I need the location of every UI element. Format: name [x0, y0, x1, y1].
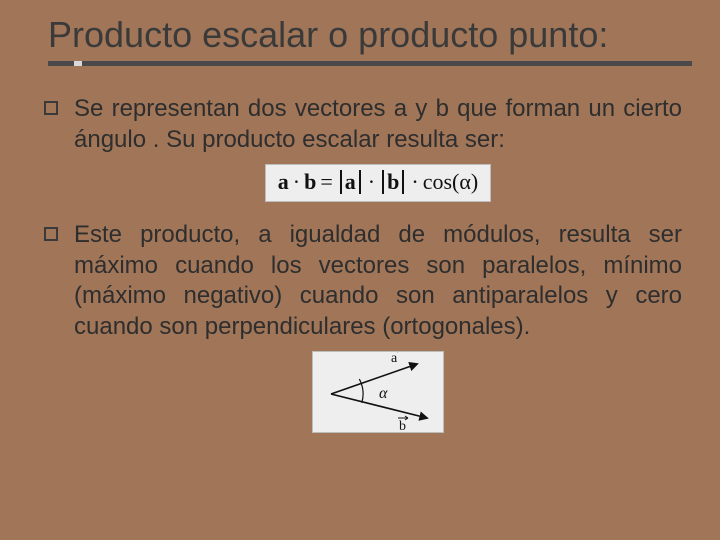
formula-row: a · b = a · b · cos(α)	[74, 164, 682, 202]
dot-product-formula: a · b = a · b · cos(α)	[265, 164, 491, 202]
vector-angle-diagram: a b α	[312, 351, 444, 433]
abs-b-sym: b	[387, 169, 399, 195]
bullet-item: Este producto, a igualdad de módulos, re…	[44, 220, 682, 343]
svg-text:a: a	[391, 352, 398, 366]
bullet-text: Este producto, a igualdad de módulos, re…	[74, 220, 682, 343]
formula-eq: =	[320, 169, 332, 195]
formula-a: a	[278, 169, 289, 195]
abs-a-sym: a	[345, 169, 356, 195]
abs-a: a	[337, 169, 364, 195]
formula-mul1: ·	[368, 169, 375, 195]
slide-body: Se representan dos vectores a y b que fo…	[0, 66, 720, 432]
svg-text:α: α	[379, 385, 388, 402]
slide: Producto escalar o producto punto: Se re…	[0, 0, 720, 540]
slide-title: Producto escalar o producto punto:	[48, 14, 692, 55]
formula-cos: cos(α)	[423, 169, 479, 195]
svg-text:b: b	[399, 419, 406, 434]
bullet-item: Se representan dos vectores a y b que fo…	[44, 94, 682, 155]
formula-mul2: ·	[411, 169, 418, 195]
formula-b: b	[304, 169, 316, 195]
title-underline	[48, 61, 692, 66]
bullet-text: Se representan dos vectores a y b que fo…	[74, 94, 682, 155]
title-area: Producto escalar o producto punto:	[0, 0, 720, 66]
bullet-marker-icon	[44, 227, 58, 241]
abs-b: b	[379, 169, 407, 195]
diagram-row: a b α	[74, 351, 682, 433]
vector-angle-svg: a b α	[313, 352, 445, 434]
formula-dot: ·	[293, 169, 300, 195]
bullet-marker-icon	[44, 101, 58, 115]
